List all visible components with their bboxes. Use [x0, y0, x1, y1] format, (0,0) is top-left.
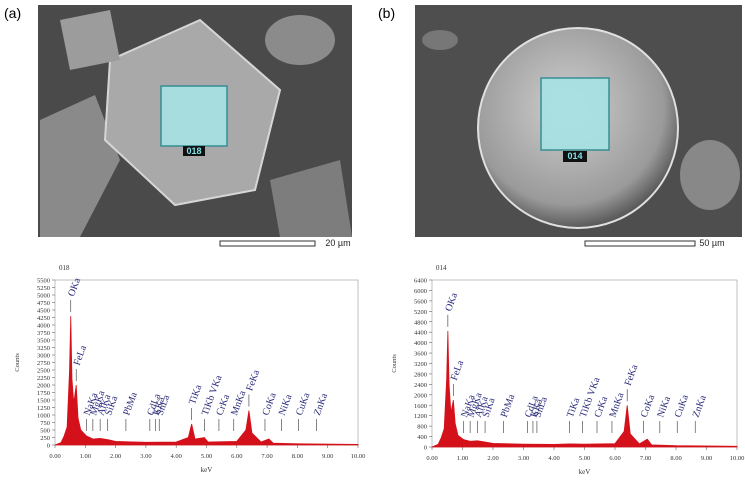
y-tick-label: 2750: [37, 360, 50, 367]
x-tick-label: 2.00: [110, 453, 121, 460]
peak-label: OKa: [443, 291, 460, 313]
y-tick-label: 4500: [37, 308, 50, 315]
y-tick-label: 6400: [414, 278, 427, 285]
sem-image-a: [38, 5, 352, 249]
x-tick-label: 1.00: [457, 455, 468, 462]
y-tick-label: 5000: [37, 293, 50, 300]
y-tick-label: 2400: [414, 382, 427, 389]
spectrum: [55, 316, 358, 445]
y-tick-label: 1250: [37, 405, 50, 412]
x-tick-label: 9.00: [322, 453, 333, 460]
y-tick-label: 3250: [37, 345, 50, 352]
y-tick-label: 1600: [414, 403, 427, 410]
y-tick-label: 4250: [37, 315, 50, 322]
y-tick-label: 3200: [414, 361, 427, 368]
y-tick-label: 800: [417, 424, 427, 431]
x-tick-label: 6.00: [231, 453, 242, 460]
y-tick-label: 3500: [37, 338, 50, 345]
y-tick-label: 1000: [37, 413, 50, 420]
x-tick-label: 3.00: [140, 453, 151, 460]
x-tick-label: 0.00: [426, 455, 437, 462]
spot-label: 014: [567, 151, 582, 161]
x-tick-label: 8.00: [670, 455, 681, 462]
y-tick-label: 750: [40, 420, 50, 427]
peak-label: NiKa: [655, 394, 673, 419]
x-axis-label: keV: [201, 466, 213, 474]
peak-label: PbMa: [499, 392, 518, 419]
y-tick-label: 2250: [37, 375, 50, 382]
peak-label: FeKa: [623, 363, 641, 388]
peak-label: CuKa: [294, 391, 313, 417]
peak-label: FeKa: [244, 368, 262, 393]
y-tick-label: 4000: [414, 340, 427, 347]
y-axis-label: Counts: [391, 354, 398, 373]
peak-label: TiKa: [187, 383, 204, 406]
y-tick-label: 5200: [414, 309, 427, 316]
y-tick-label: 4750: [37, 300, 50, 307]
x-tick-label: 4.00: [548, 455, 559, 462]
peak-label: NiKa: [277, 392, 295, 417]
y-tick-label: 5250: [37, 285, 50, 292]
y-tick-label: 1500: [37, 398, 50, 405]
y-tick-label: 3000: [37, 353, 50, 360]
y-tick-label: 1750: [37, 390, 50, 397]
y-tick-label: 1200: [414, 413, 427, 420]
x-tick-label: 7.00: [261, 453, 272, 460]
x-axis-label: keV: [579, 468, 591, 476]
peak-label: PbMa: [121, 390, 140, 417]
plot-frame: [432, 280, 737, 447]
scale-label: 20 µm: [325, 238, 350, 248]
x-tick-label: 7.00: [640, 455, 651, 462]
y-tick-label: 500: [40, 428, 50, 435]
x-tick-label: 8.00: [292, 453, 303, 460]
y-tick-label: 2500: [37, 368, 50, 375]
y-tick-label: 4800: [414, 319, 427, 326]
figure: (a)01820 µm(b)01450 µm018025050075010001…: [0, 0, 745, 482]
panel-label: (b): [378, 5, 395, 21]
peak-label: OKa: [66, 276, 83, 298]
y-tick-label: 0: [424, 445, 427, 452]
y-tick-label: 2000: [37, 383, 50, 390]
x-tick-label: 1.00: [80, 453, 91, 460]
x-tick-label: 10.00: [351, 453, 366, 460]
peak-label: ZnKa: [691, 393, 709, 419]
y-tick-label: 0: [47, 443, 50, 450]
peak-label: FeLa: [72, 343, 90, 367]
sem-image-b: [415, 5, 742, 249]
plot-frame: [55, 280, 358, 445]
x-tick-label: 2.00: [487, 455, 498, 462]
x-tick-label: 5.00: [201, 453, 212, 460]
x-tick-label: 6.00: [609, 455, 620, 462]
x-tick-label: 5.00: [579, 455, 590, 462]
panel-label: (a): [4, 5, 21, 21]
y-tick-label: 400: [417, 434, 427, 441]
x-tick-label: 10.00: [730, 455, 745, 462]
y-tick-label: 3600: [414, 351, 427, 358]
y-tick-label: 6000: [414, 288, 427, 295]
chart-title: 018: [59, 264, 70, 272]
peak-label: FeLa: [449, 358, 467, 382]
y-tick-label: 2800: [414, 371, 427, 378]
y-tick-label: 5500: [37, 278, 50, 285]
y-tick-label: 4400: [414, 330, 427, 337]
y-tick-label: 3750: [37, 330, 50, 337]
x-tick-label: 9.00: [701, 455, 712, 462]
peak-label: CuKa: [673, 393, 692, 419]
spot-label: 018: [186, 146, 201, 156]
y-axis-label: Counts: [14, 353, 21, 372]
y-tick-label: 2000: [414, 392, 427, 399]
peak-label: ZnKa: [312, 391, 330, 417]
peak-label: MnKa: [607, 391, 626, 419]
chart-title: 014: [436, 264, 447, 272]
spectrum: [432, 331, 737, 447]
scale-label: 50 µm: [699, 238, 724, 248]
peak-label: MnKa: [229, 389, 248, 417]
y-tick-label: 250: [40, 435, 50, 442]
x-tick-label: 4.00: [171, 453, 182, 460]
y-tick-label: 4000: [37, 323, 50, 330]
x-tick-label: 3.00: [518, 455, 529, 462]
x-tick-label: 0.00: [49, 453, 60, 460]
y-tick-label: 5600: [414, 298, 427, 305]
